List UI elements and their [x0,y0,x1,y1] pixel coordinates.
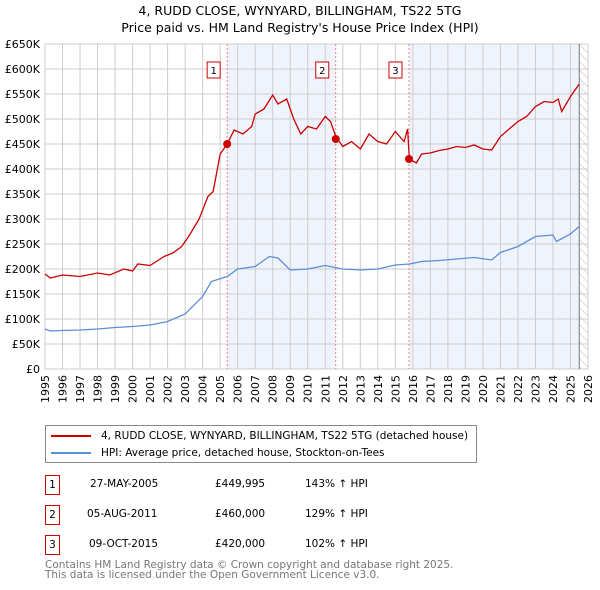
sale-point [404,155,413,163]
x-tick-label: 2016 [407,375,420,403]
sale-hpi: 102% ↑ HPI [305,538,368,550]
sale-date: 05-AUG-2011 [87,508,158,520]
x-tick-label: 1999 [109,375,122,403]
sale-price: £420,000 [215,538,266,550]
series-line [44,83,580,279]
sale-date: 09-OCT-2015 [89,538,158,550]
chart-subtitle: Price paid vs. HM Land Registry's House … [121,20,479,35]
y-tick-label: £250K [5,238,41,251]
x-tick-label: 1997 [74,375,87,403]
x-tick-label: 1995 [39,375,52,403]
y-tick-label: £550K [5,88,41,101]
footer: Contains HM Land Registry data © Crown c… [45,559,454,581]
x-tick-label: 2025 [564,375,577,403]
sale-label: 3 [392,66,398,77]
x-tick-label: 2011 [319,375,332,403]
legend-item-hpi: HPI: Average price, detached house, Stoc… [46,445,385,461]
y-tick-label: £650K [5,38,41,51]
series-line [44,226,580,332]
sale-label-box [388,61,403,79]
footer-line: This data is licensed under the Open Gov… [45,569,380,581]
x-tick-label: 2006 [232,375,245,403]
x-tick-label: 2001 [144,375,157,403]
sale-label-box [206,61,221,79]
x-tick-label: 1996 [57,375,70,403]
x-tick-label: 2004 [197,375,210,403]
y-tick-label: £100K [5,313,41,326]
sale-price: £460,000 [215,508,266,520]
legend: 4, RUDD CLOSE, WYNYARD, BILLINGHAM, TS22… [45,425,477,463]
x-tick-label: 2023 [529,375,542,403]
y-tick-label: £50K [12,338,41,351]
x-tick-label: 2003 [179,375,192,403]
sale-point [331,135,340,143]
y-tick-label: £300K [5,213,41,226]
y-tick-label: £200K [5,263,41,276]
x-tick-label: 2019 [459,375,472,403]
x-tick-label: 2012 [337,375,350,403]
shaded-period [227,44,336,369]
x-tick-label: 2014 [372,375,385,403]
sale-marker-badge: 2 [45,505,60,525]
sale-hpi: 143% ↑ HPI [305,478,368,490]
sale-marker-badge: 3 [45,535,60,555]
x-tick-label: 2024 [547,375,560,403]
x-tick-label: 2017 [424,375,437,403]
x-tick-label: 2008 [267,375,280,403]
chart-title: 4, RUDD CLOSE, WYNYARD, BILLINGHAM, TS22… [138,3,462,18]
y-tick-label: £150K [5,288,41,301]
x-tick-label: 2013 [354,375,367,403]
x-tick-label: 2018 [442,375,455,403]
legend-item-property: 4, RUDD CLOSE, WYNYARD, BILLINGHAM, TS22… [46,428,468,444]
x-tick-label: 2005 [214,375,227,403]
x-tick-label: 2007 [249,375,262,403]
sale-label: 1 [210,66,216,77]
x-tick-label: 2021 [494,375,507,403]
x-tick-label: 2015 [389,375,402,403]
y-tick-label: £450K [5,138,41,151]
x-tick-label: 2009 [284,375,297,403]
legend-label: HPI: Average price, detached house, Stoc… [101,447,385,459]
legend-line-red [51,435,91,437]
y-tick-label: £0 [26,363,40,376]
sale-point [223,140,232,149]
legend-label: 4, RUDD CLOSE, WYNYARD, BILLINGHAM, TS22… [101,430,469,442]
sale-marker-badge: 1 [45,475,60,495]
x-tick-label: 2010 [302,375,315,403]
y-tick-label: £350K [5,188,41,201]
x-tick-label: 2022 [512,375,525,403]
x-tick-label: 2026 [582,375,595,403]
legend-line-blue [51,452,91,454]
sale-label: 2 [319,66,325,77]
shaded-period [408,44,580,369]
y-tick-label: £600K [5,63,41,76]
x-tick-label: 2002 [162,375,175,403]
sale-hpi: 129% ↑ HPI [305,508,368,520]
sale-price: £449,995 [215,478,266,490]
future-hatch [579,44,588,369]
x-tick-label: 2020 [477,375,490,403]
x-tick-label: 1998 [92,375,105,403]
x-tick-label: 2000 [127,375,140,403]
footer-line: Contains HM Land Registry data © Crown c… [45,559,454,571]
y-tick-label: £400K [5,163,41,176]
y-tick-label: £500K [5,113,41,126]
sale-label-box [315,61,330,79]
sale-date: 27-MAY-2005 [90,478,159,490]
price-chart: 1995 1996 1997 1998 1999 2000 2001 2002 2003 2004… [5,38,595,403]
